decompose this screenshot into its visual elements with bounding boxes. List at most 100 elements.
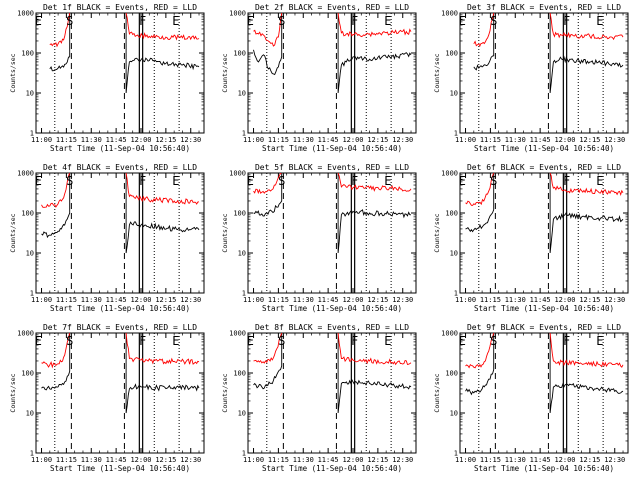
y-tick-label: 1000 [441,10,458,18]
x-tick-label: 11:15 [56,136,77,144]
x-tick-label: 12:30 [180,296,201,304]
x-tick-label: 11:00 [243,296,264,304]
lld-series-line [473,13,624,48]
y-tick-label: 10 [26,410,34,418]
x-tick-label: 11:00 [31,136,52,144]
y-tick-label: 100 [21,50,34,58]
time-marker-label: E [384,14,391,28]
time-marker-label: E [596,334,603,348]
time-marker-label: E [596,174,603,188]
time-marker-label: S [66,334,73,348]
time-marker-label: E [247,334,254,348]
x-axis-label: Start Time (11-Sep-04 10:56:40) [50,144,190,153]
lld-series-line [253,333,412,366]
x-axis-label: Start Time (11-Sep-04 10:56:40) [50,464,190,473]
plot-frame [459,172,629,294]
y-tick-label: 1 [454,450,458,458]
x-tick-label: 12:00 [554,456,575,464]
x-tick-label: 11:00 [31,296,52,304]
events-series-line [253,13,412,94]
x-tick-label: 11:00 [455,456,476,464]
time-marker-label: F [351,174,358,188]
events-series-line [473,13,624,94]
panel-title: Det 9f BLACK = Events, RED = LLD [467,323,621,332]
plot-frame [247,332,417,454]
events-series-line [465,173,624,254]
detector-panel-3: Det 3f BLACK = Events, RED = LLD 1 10 100 10… [433,3,629,153]
time-marker-label: S [490,334,497,348]
time-marker-label: F [139,14,146,28]
detector-panel-7: Det 7f BLACK = Events, RED = LLD 1 10 100 10… [9,323,205,473]
y-tick-label: 1000 [229,10,246,18]
y-tick-label: 1000 [17,170,34,178]
x-tick-label: 12:30 [392,136,413,144]
panel-title: Det 6f BLACK = Events, RED = LLD [467,163,621,172]
lld-series-line [253,13,412,47]
x-axis-label: Start Time (11-Sep-04 10:56:40) [474,144,614,153]
x-tick-label: 11:30 [81,456,102,464]
x-tick-label: 12:15 [155,296,176,304]
y-axis-label: Counts/sec [221,213,229,252]
x-tick-label: 11:15 [480,136,501,144]
y-tick-label: 1 [454,130,458,138]
y-tick-label: 10 [238,90,246,98]
x-axis-label: Start Time (11-Sep-04 10:56:40) [474,464,614,473]
detector-panel-8: Det 8f BLACK = Events, RED = LLD 1 10 100 10… [221,323,417,473]
x-tick-label: 12:15 [367,456,388,464]
x-tick-label: 12:15 [367,296,388,304]
x-tick-label: 12:30 [604,296,625,304]
y-tick-label: 100 [445,370,458,378]
detector-panel-4: Det 4f BLACK = Events, RED = LLD 1 10 100 10… [9,163,205,313]
x-tick-label: 11:45 [106,136,127,144]
x-tick-label: 11:45 [318,136,339,144]
x-tick-label: 12:30 [604,456,625,464]
panel-title: Det 8f BLACK = Events, RED = LLD [255,323,409,332]
time-marker-label: E [459,334,466,348]
x-tick-label: 12:00 [342,136,363,144]
y-axis-label: Counts/sec [433,373,441,412]
y-tick-label: 1 [454,290,458,298]
y-axis-label: Counts/sec [433,213,441,252]
plot-frame [247,172,417,294]
y-tick-label: 10 [450,250,458,258]
y-tick-label: 10 [26,90,34,98]
plot-frame [459,12,629,134]
x-tick-label: 12:30 [180,136,201,144]
time-marker-label: S [66,174,73,188]
detector-panel-1: Det 1f BLACK = Events, RED = LLD 1 10 100 10… [9,3,205,153]
y-tick-label: 100 [233,370,246,378]
y-tick-label: 100 [21,210,34,218]
y-tick-label: 10 [238,250,246,258]
x-tick-label: 11:30 [293,456,314,464]
x-axis-label: Start Time (11-Sep-04 10:56:40) [262,304,402,313]
time-marker-label: E [35,334,42,348]
x-tick-label: 11:15 [480,296,501,304]
y-tick-label: 1000 [441,170,458,178]
x-tick-label: 11:15 [268,456,289,464]
y-tick-label: 100 [233,50,246,58]
detector-panel-2: Det 2f BLACK = Events, RED = LLD 1 10 100 10… [221,3,417,153]
y-tick-label: 1000 [229,170,246,178]
x-tick-label: 12:00 [342,456,363,464]
x-tick-label: 12:15 [579,136,600,144]
x-axis-label: Start Time (11-Sep-04 10:56:40) [262,464,402,473]
y-tick-label: 100 [445,210,458,218]
x-axis-label: Start Time (11-Sep-04 10:56:40) [474,304,614,313]
events-series-line [41,333,200,414]
y-tick-label: 10 [450,410,458,418]
x-tick-label: 11:30 [293,296,314,304]
x-tick-label: 11:30 [81,136,102,144]
time-marker-label: S [66,14,73,28]
events-series-line [41,173,200,254]
y-axis-label: Counts/sec [221,53,229,92]
y-tick-label: 1 [30,130,34,138]
time-marker-label: E [384,174,391,188]
lld-series-line [465,173,624,206]
x-tick-label: 11:00 [455,296,476,304]
y-axis-label: Counts/sec [221,373,229,412]
time-marker-label: F [139,334,146,348]
y-tick-label: 1 [242,450,246,458]
events-series-line [49,13,200,94]
x-tick-label: 11:45 [318,456,339,464]
